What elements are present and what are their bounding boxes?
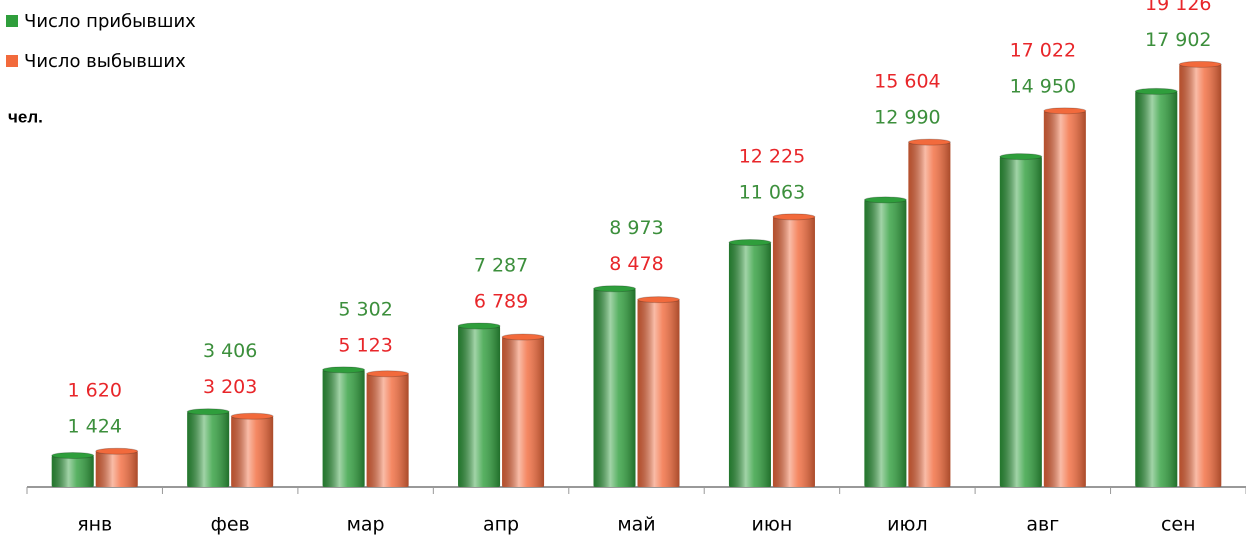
x-tick-label: сен [1161, 514, 1196, 536]
bar-cap [907, 138, 951, 146]
bar-cap [186, 408, 230, 416]
value-label: 8 478 [609, 253, 663, 275]
value-label: 15 604 [874, 71, 940, 93]
value-label: 7 287 [474, 254, 528, 276]
bar-highlight [187, 411, 230, 487]
x-tick-label: май [617, 514, 655, 536]
x-tick-label: июл [887, 514, 928, 536]
bar-cap [51, 452, 95, 460]
bar-highlight [502, 336, 545, 487]
bar-highlight [322, 369, 365, 487]
bar-highlight [1043, 110, 1086, 488]
bar-highlight [999, 156, 1042, 488]
bar-highlight [458, 325, 501, 487]
value-label: 5 123 [338, 334, 392, 356]
bar-highlight [864, 199, 907, 487]
x-tick-label: апр [483, 514, 519, 536]
legend-swatch [6, 15, 18, 27]
bar-cap [1134, 87, 1178, 95]
bar-cap [501, 333, 545, 341]
bar-cap [772, 213, 816, 221]
bar-cap [999, 153, 1043, 161]
bar-cap [593, 285, 636, 293]
bar-cap [366, 370, 410, 378]
value-label: 12 990 [874, 107, 940, 129]
bar-highlight [231, 416, 274, 487]
x-tick-label: авг [1026, 514, 1059, 536]
bar-cap [1043, 107, 1087, 115]
bar-highlight [1135, 91, 1178, 488]
bar-cap [457, 322, 501, 330]
value-label: 17 902 [1145, 29, 1211, 51]
bar-highlight [728, 242, 771, 487]
value-label: 3 406 [203, 340, 257, 362]
legend-label: Число выбывших [24, 51, 186, 72]
value-label: 1 424 [68, 416, 122, 438]
x-tick-label: фев [211, 514, 250, 536]
bar-highlight [366, 373, 409, 487]
y-axis-label: чел. [8, 107, 43, 126]
bar-cap [728, 239, 772, 247]
value-label: 3 203 [203, 376, 257, 398]
bar-highlight [908, 142, 951, 487]
value-label: 8 973 [609, 217, 663, 239]
value-label: 17 022 [1010, 39, 1076, 61]
value-label: 12 225 [739, 145, 805, 167]
value-label: 6 789 [474, 290, 528, 312]
value-label: 5 302 [338, 298, 392, 320]
bar-cap [322, 366, 366, 374]
bar-highlight [1179, 64, 1222, 487]
legend-label: Число прибывших [24, 11, 196, 32]
bar-cap [230, 412, 274, 420]
bar-highlight [51, 455, 94, 487]
value-label: 19 126 [1145, 0, 1211, 15]
bar-cap [637, 296, 680, 304]
value-label: 11 063 [739, 181, 805, 203]
x-tick-label: июн [752, 514, 793, 536]
bar-highlight [637, 299, 680, 487]
bar-highlight [772, 216, 815, 487]
bar-highlight [95, 451, 138, 487]
value-label: 14 950 [1010, 75, 1076, 97]
value-label: 1 620 [68, 380, 122, 402]
bar-highlight [593, 288, 636, 487]
bar-cap [863, 196, 907, 204]
bar-cap [95, 447, 139, 455]
legend-swatch [6, 55, 18, 67]
x-tick-label: янв [77, 514, 112, 536]
bar-cap [1178, 60, 1222, 68]
x-tick-label: мар [347, 514, 385, 536]
